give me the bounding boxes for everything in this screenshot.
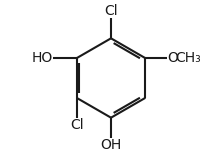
Text: Cl: Cl (70, 118, 83, 132)
Text: O: O (167, 51, 178, 65)
Text: Cl: Cl (104, 4, 118, 18)
Text: HO: HO (32, 51, 53, 65)
Text: OH: OH (100, 138, 122, 152)
Text: CH₃: CH₃ (175, 51, 201, 65)
